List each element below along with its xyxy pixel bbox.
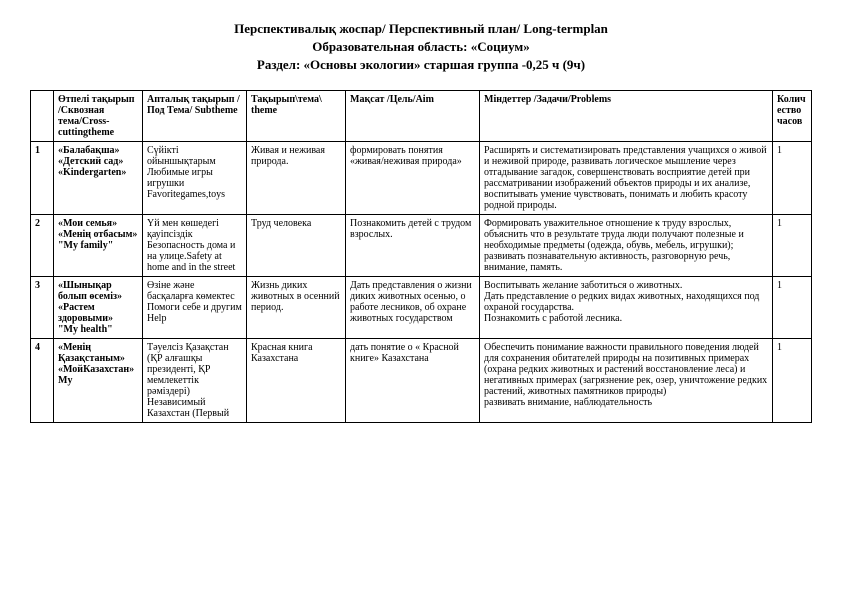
col-header-sub: Апталық тақырып /Под Тема/ Subtheme [143,90,247,141]
cell-hours: 1 [773,214,812,276]
cell-prob: Формировать уважительное отношение к тру… [480,214,773,276]
header-subtitle2: Раздел: «Основы экологии» старшая группа… [30,56,812,74]
col-header-prob: Міндеттер /Задачи/Problems [480,90,773,141]
header-title: Перспективалық жоспар/ Перспективный пла… [30,20,812,38]
cell-aim: Познакомить детей с трудом взрослых. [346,214,480,276]
cell-prob: Воспитывать желание заботиться о животны… [480,276,773,338]
cell-sub: Үй мен көшедегі қауіпсіздік Безопасность… [143,214,247,276]
col-header-aim: Мақсат /Цель/Aim [346,90,480,141]
plan-table: Өтпелі тақырып /Сквозная тема/Cross-cutt… [30,90,812,423]
cell-sub: Тәуелсіз Қазақстан (ҚР алғашқы президент… [143,338,247,422]
cell-num: 1 [31,141,54,214]
cell-cross: «Менің Қазақстаным» «МойКазахстан» My [54,338,143,422]
cell-cross: «Шынықар болып өсеміз» «Растем здоровыми… [54,276,143,338]
cell-aim: дать понятие о « Красной книге» Казахста… [346,338,480,422]
col-header-cross: Өтпелі тақырып /Сквозная тема/Cross-cutt… [54,90,143,141]
cell-aim: формировать понятия «живая/неживая приро… [346,141,480,214]
header-subtitle1: Образовательная область: «Социум» [30,38,812,56]
cell-hours: 1 [773,276,812,338]
cell-num: 3 [31,276,54,338]
cell-cross: «Мои семья» «Менің отбасым» "My family" [54,214,143,276]
cell-prob: Расширять и систематизировать представле… [480,141,773,214]
table-row: 1«Балабақша» «Детский сад» «Kindergarten… [31,141,812,214]
cell-sub: Өзіне және басқаларға көмектес Помоги се… [143,276,247,338]
cell-hours: 1 [773,141,812,214]
col-header-theme: Тақырып\тема\ theme [247,90,346,141]
table-row: 2«Мои семья» «Менің отбасым» "My family"… [31,214,812,276]
cell-hours: 1 [773,338,812,422]
cell-num: 4 [31,338,54,422]
table-body: 1«Балабақша» «Детский сад» «Kindergarten… [31,141,812,422]
cell-prob: Обеспечить понимание важности правильног… [480,338,773,422]
cell-cross: «Балабақша» «Детский сад» «Kindergarten» [54,141,143,214]
cell-theme: Живая и неживая природа. [247,141,346,214]
document-header: Перспективалық жоспар/ Перспективный пла… [30,20,812,75]
cell-theme: Жизнь диких животных в осенний период. [247,276,346,338]
table-row: 4«Менің Қазақстаным» «МойКазахстан» MyТә… [31,338,812,422]
cell-theme: Труд человека [247,214,346,276]
cell-num: 2 [31,214,54,276]
cell-aim: Дать представления о жизни диких животны… [346,276,480,338]
table-row: 3«Шынықар болып өсеміз» «Растем здоровым… [31,276,812,338]
table-header-row: Өтпелі тақырып /Сквозная тема/Cross-cutt… [31,90,812,141]
cell-sub: Сүйікті ойыншықтарым Любимые игры игрушк… [143,141,247,214]
col-header-hours: Количество часов [773,90,812,141]
cell-theme: Красная книга Казахстана [247,338,346,422]
col-header-num [31,90,54,141]
